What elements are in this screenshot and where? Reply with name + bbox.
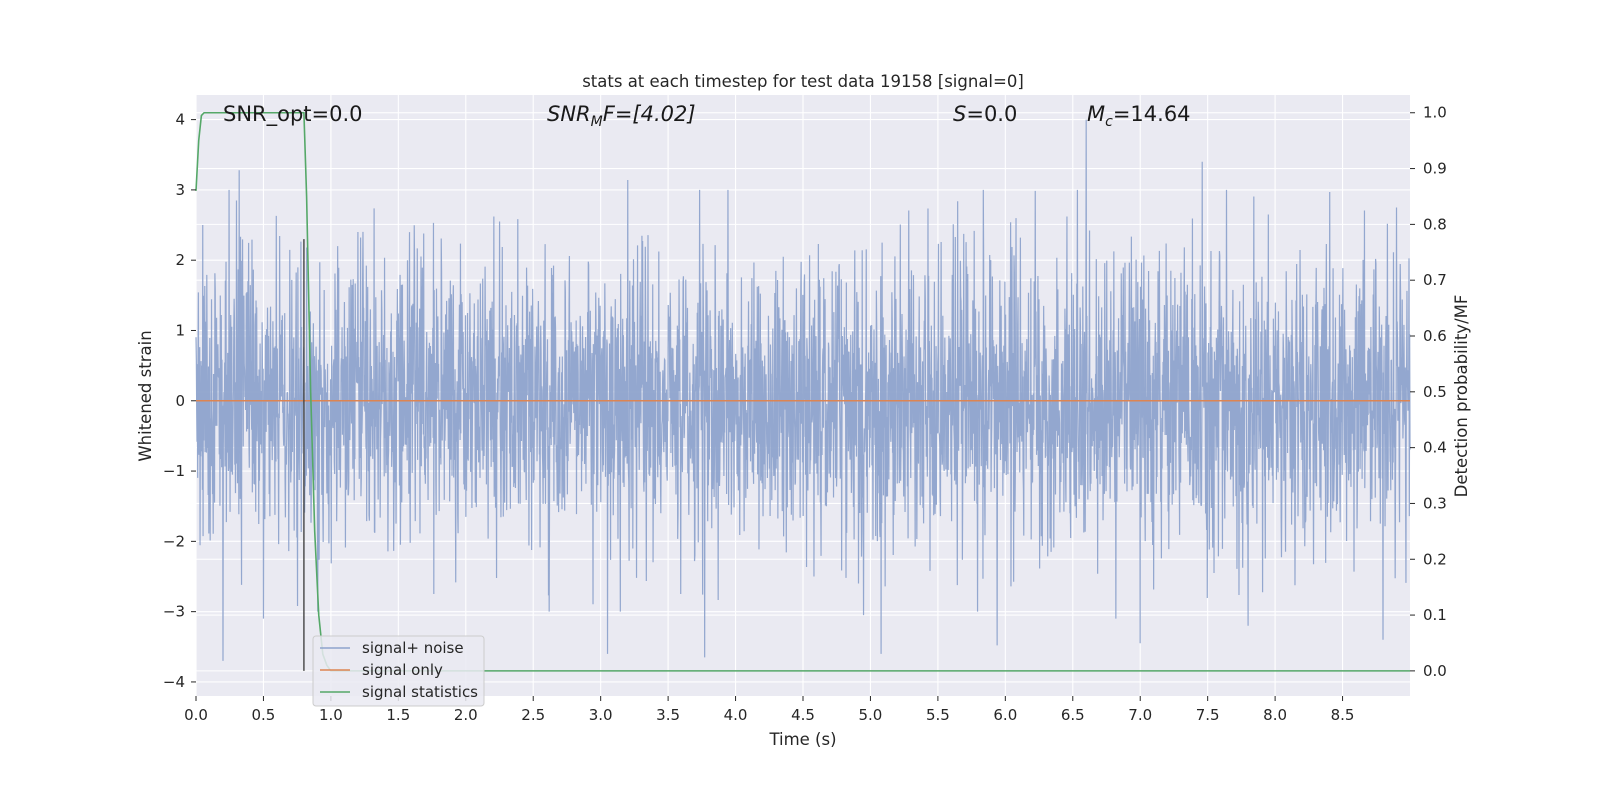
x-tick-label: 1.5 bbox=[386, 706, 410, 724]
x-tick-label: 3.5 bbox=[656, 706, 680, 724]
y-axis-left: 4 3 2 1 0 −1 −2 −3 −4 bbox=[163, 111, 196, 691]
y-right-tick-label: 0.4 bbox=[1423, 439, 1447, 457]
x-tick-label: 2.0 bbox=[454, 706, 478, 724]
x-axis: 0.0 0.5 1.0 1.5 2.0 2.5 3.0 3.5 4.0 4.5 5.0 5.5 6.0 6… bbox=[184, 696, 1354, 724]
y-axis-left-label: Whitened strain bbox=[136, 330, 155, 461]
y-left-tick-label: −1 bbox=[163, 462, 185, 480]
annotation-s: S=0.0 bbox=[953, 102, 1017, 126]
y-right-tick-label: 0.5 bbox=[1423, 383, 1447, 401]
legend-label-signal: signal only bbox=[362, 661, 443, 679]
annotation-snr-mf: SNRMF=[4.02] bbox=[547, 102, 696, 130]
data-layer bbox=[195, 111, 1411, 672]
y-left-tick-label: −3 bbox=[163, 603, 185, 621]
x-tick-label: 0.5 bbox=[252, 706, 276, 724]
annotation-snr-opt: SNR_opt=0.0 bbox=[223, 102, 363, 127]
x-tick-label: 4.0 bbox=[724, 706, 748, 724]
x-tick-label: 0.0 bbox=[184, 706, 208, 724]
y-right-tick-label: 0.2 bbox=[1423, 550, 1447, 568]
x-tick-label: 8.5 bbox=[1331, 706, 1355, 724]
x-tick-label: 5.0 bbox=[859, 706, 883, 724]
y-right-tick-label: 0.8 bbox=[1423, 215, 1447, 233]
x-tick-label: 1.0 bbox=[319, 706, 343, 724]
legend-label-noise: signal+ noise bbox=[362, 639, 464, 657]
y-axis-right: 1.0 0.9 0.8 0.7 0.6 0.5 0.4 0.3 0.2 0.1 0.0 bbox=[1410, 104, 1447, 680]
legend: signal+ noise signal only signal statist… bbox=[312, 635, 485, 707]
x-tick-label: 4.5 bbox=[791, 706, 815, 724]
y-left-tick-label: 0 bbox=[175, 392, 185, 410]
series-signal-statistics bbox=[195, 111, 1410, 672]
y-right-tick-label: 0.7 bbox=[1423, 271, 1447, 289]
y-right-tick-label: 0.6 bbox=[1423, 327, 1447, 345]
y-right-tick-label: 0.9 bbox=[1423, 160, 1447, 178]
series-signal-noise bbox=[195, 119, 1411, 661]
x-tick-label: 2.5 bbox=[521, 706, 545, 724]
annotation-mc: Mc=14.64 bbox=[1087, 102, 1191, 130]
chart-title: stats at each timestep for test data 191… bbox=[582, 72, 1024, 91]
x-tick-label: 3.0 bbox=[589, 706, 613, 724]
x-tick-label: 6.5 bbox=[1061, 706, 1085, 724]
x-tick-label: 7.5 bbox=[1196, 706, 1220, 724]
legend-label-stats: signal statistics bbox=[362, 683, 478, 701]
legend-box bbox=[312, 635, 485, 707]
y-right-tick-label: 0.1 bbox=[1423, 606, 1447, 624]
y-right-tick-label: 0.0 bbox=[1423, 662, 1447, 680]
x-axis-label: Time (s) bbox=[768, 730, 836, 749]
y-axis-right-label: Detection probability/MF bbox=[1452, 295, 1471, 498]
y-right-tick-label: 0.3 bbox=[1423, 494, 1447, 512]
y-left-tick-label: 2 bbox=[175, 251, 185, 269]
x-tick-label: 8.0 bbox=[1263, 706, 1287, 724]
x-tick-label: 5.5 bbox=[926, 706, 950, 724]
y-right-tick-label: 1.0 bbox=[1423, 104, 1447, 122]
y-left-tick-label: −4 bbox=[163, 673, 185, 691]
y-left-tick-label: 3 bbox=[175, 181, 185, 199]
x-tick-label: 6.0 bbox=[993, 706, 1017, 724]
y-left-tick-label: 4 bbox=[175, 111, 185, 129]
y-left-tick-label: 1 bbox=[175, 321, 185, 339]
x-tick-label: 7.0 bbox=[1128, 706, 1152, 724]
y-left-tick-label: −2 bbox=[163, 532, 185, 550]
